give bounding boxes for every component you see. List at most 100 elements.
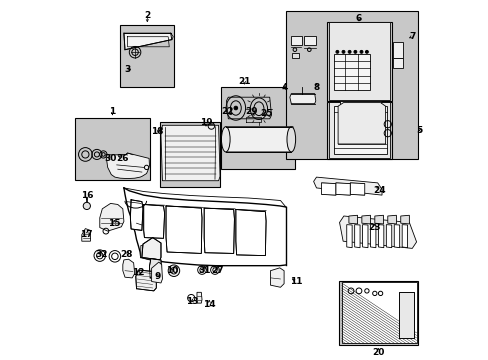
- Polygon shape: [151, 262, 162, 283]
- Circle shape: [335, 50, 338, 53]
- Polygon shape: [378, 225, 383, 248]
- Bar: [326, 102, 391, 159]
- Polygon shape: [361, 215, 370, 224]
- Text: 22: 22: [221, 107, 234, 116]
- Text: 4: 4: [281, 83, 287, 92]
- Polygon shape: [204, 208, 234, 253]
- Ellipse shape: [286, 127, 295, 152]
- Polygon shape: [354, 225, 359, 248]
- Polygon shape: [197, 292, 202, 303]
- Text: 7: 7: [409, 32, 415, 41]
- Text: 12: 12: [132, 269, 144, 277]
- Polygon shape: [341, 282, 416, 343]
- Polygon shape: [400, 215, 408, 224]
- Polygon shape: [106, 153, 149, 179]
- Polygon shape: [392, 58, 402, 68]
- Bar: [75, 118, 150, 180]
- Polygon shape: [339, 216, 416, 248]
- Bar: [120, 25, 174, 87]
- Bar: [326, 22, 391, 101]
- Polygon shape: [81, 229, 90, 241]
- Polygon shape: [289, 94, 315, 104]
- Circle shape: [83, 202, 90, 210]
- Polygon shape: [136, 270, 156, 291]
- Text: 18: 18: [151, 127, 163, 136]
- Text: 29: 29: [245, 107, 258, 116]
- Polygon shape: [225, 127, 292, 152]
- Text: 19: 19: [199, 118, 212, 127]
- Circle shape: [365, 50, 367, 53]
- Polygon shape: [370, 225, 375, 248]
- Polygon shape: [328, 22, 389, 100]
- Polygon shape: [387, 215, 396, 224]
- Circle shape: [359, 50, 362, 53]
- Polygon shape: [100, 203, 123, 231]
- Text: 31: 31: [198, 266, 211, 275]
- Bar: [338, 281, 417, 345]
- Text: 32: 32: [95, 251, 107, 259]
- Text: 11: 11: [289, 277, 302, 286]
- Text: 14: 14: [203, 300, 215, 309]
- Text: 13: 13: [185, 297, 198, 306]
- Bar: [285, 11, 417, 159]
- Bar: [221, 87, 294, 169]
- Text: 24: 24: [373, 186, 386, 195]
- Polygon shape: [122, 259, 134, 278]
- Bar: [160, 122, 220, 187]
- Polygon shape: [130, 200, 142, 230]
- Polygon shape: [321, 183, 335, 195]
- Circle shape: [353, 50, 356, 53]
- Text: 17: 17: [81, 230, 93, 239]
- Circle shape: [168, 265, 179, 276]
- Polygon shape: [333, 54, 369, 90]
- Polygon shape: [393, 225, 399, 248]
- Text: 26: 26: [116, 154, 128, 163]
- Polygon shape: [348, 215, 357, 224]
- Text: 1: 1: [109, 107, 115, 116]
- Text: 10: 10: [165, 266, 178, 275]
- Text: 25: 25: [259, 109, 272, 118]
- Polygon shape: [333, 101, 386, 154]
- Polygon shape: [149, 258, 162, 280]
- Polygon shape: [362, 225, 367, 248]
- Polygon shape: [399, 292, 413, 338]
- Polygon shape: [290, 36, 302, 45]
- Polygon shape: [235, 210, 265, 256]
- Text: 6: 6: [355, 14, 362, 23]
- Text: 21: 21: [238, 77, 250, 86]
- Text: 20: 20: [371, 348, 384, 356]
- Polygon shape: [270, 268, 284, 287]
- Text: 16: 16: [81, 192, 93, 200]
- Polygon shape: [392, 42, 402, 58]
- Polygon shape: [291, 53, 298, 58]
- Circle shape: [347, 50, 350, 53]
- Polygon shape: [335, 183, 349, 195]
- Polygon shape: [328, 102, 389, 158]
- Polygon shape: [337, 103, 385, 144]
- Circle shape: [234, 106, 237, 110]
- Polygon shape: [386, 225, 391, 248]
- Text: 3: 3: [124, 65, 130, 74]
- Polygon shape: [401, 225, 407, 248]
- Polygon shape: [141, 246, 151, 260]
- Text: 30: 30: [104, 154, 117, 163]
- Polygon shape: [346, 225, 351, 248]
- Polygon shape: [374, 215, 383, 224]
- Polygon shape: [313, 177, 381, 195]
- Text: 23: 23: [368, 223, 380, 232]
- Polygon shape: [123, 33, 173, 50]
- Polygon shape: [143, 204, 164, 238]
- Text: 9: 9: [154, 272, 160, 281]
- Circle shape: [342, 50, 344, 53]
- Text: 15: 15: [108, 220, 120, 229]
- Polygon shape: [161, 125, 220, 181]
- Polygon shape: [166, 206, 202, 253]
- Polygon shape: [349, 183, 364, 195]
- Text: 28: 28: [120, 251, 132, 259]
- Text: 27: 27: [210, 266, 223, 275]
- Text: 2: 2: [144, 11, 150, 20]
- Ellipse shape: [221, 127, 230, 152]
- Text: 5: 5: [415, 126, 422, 135]
- Polygon shape: [303, 36, 316, 45]
- Polygon shape: [142, 238, 161, 260]
